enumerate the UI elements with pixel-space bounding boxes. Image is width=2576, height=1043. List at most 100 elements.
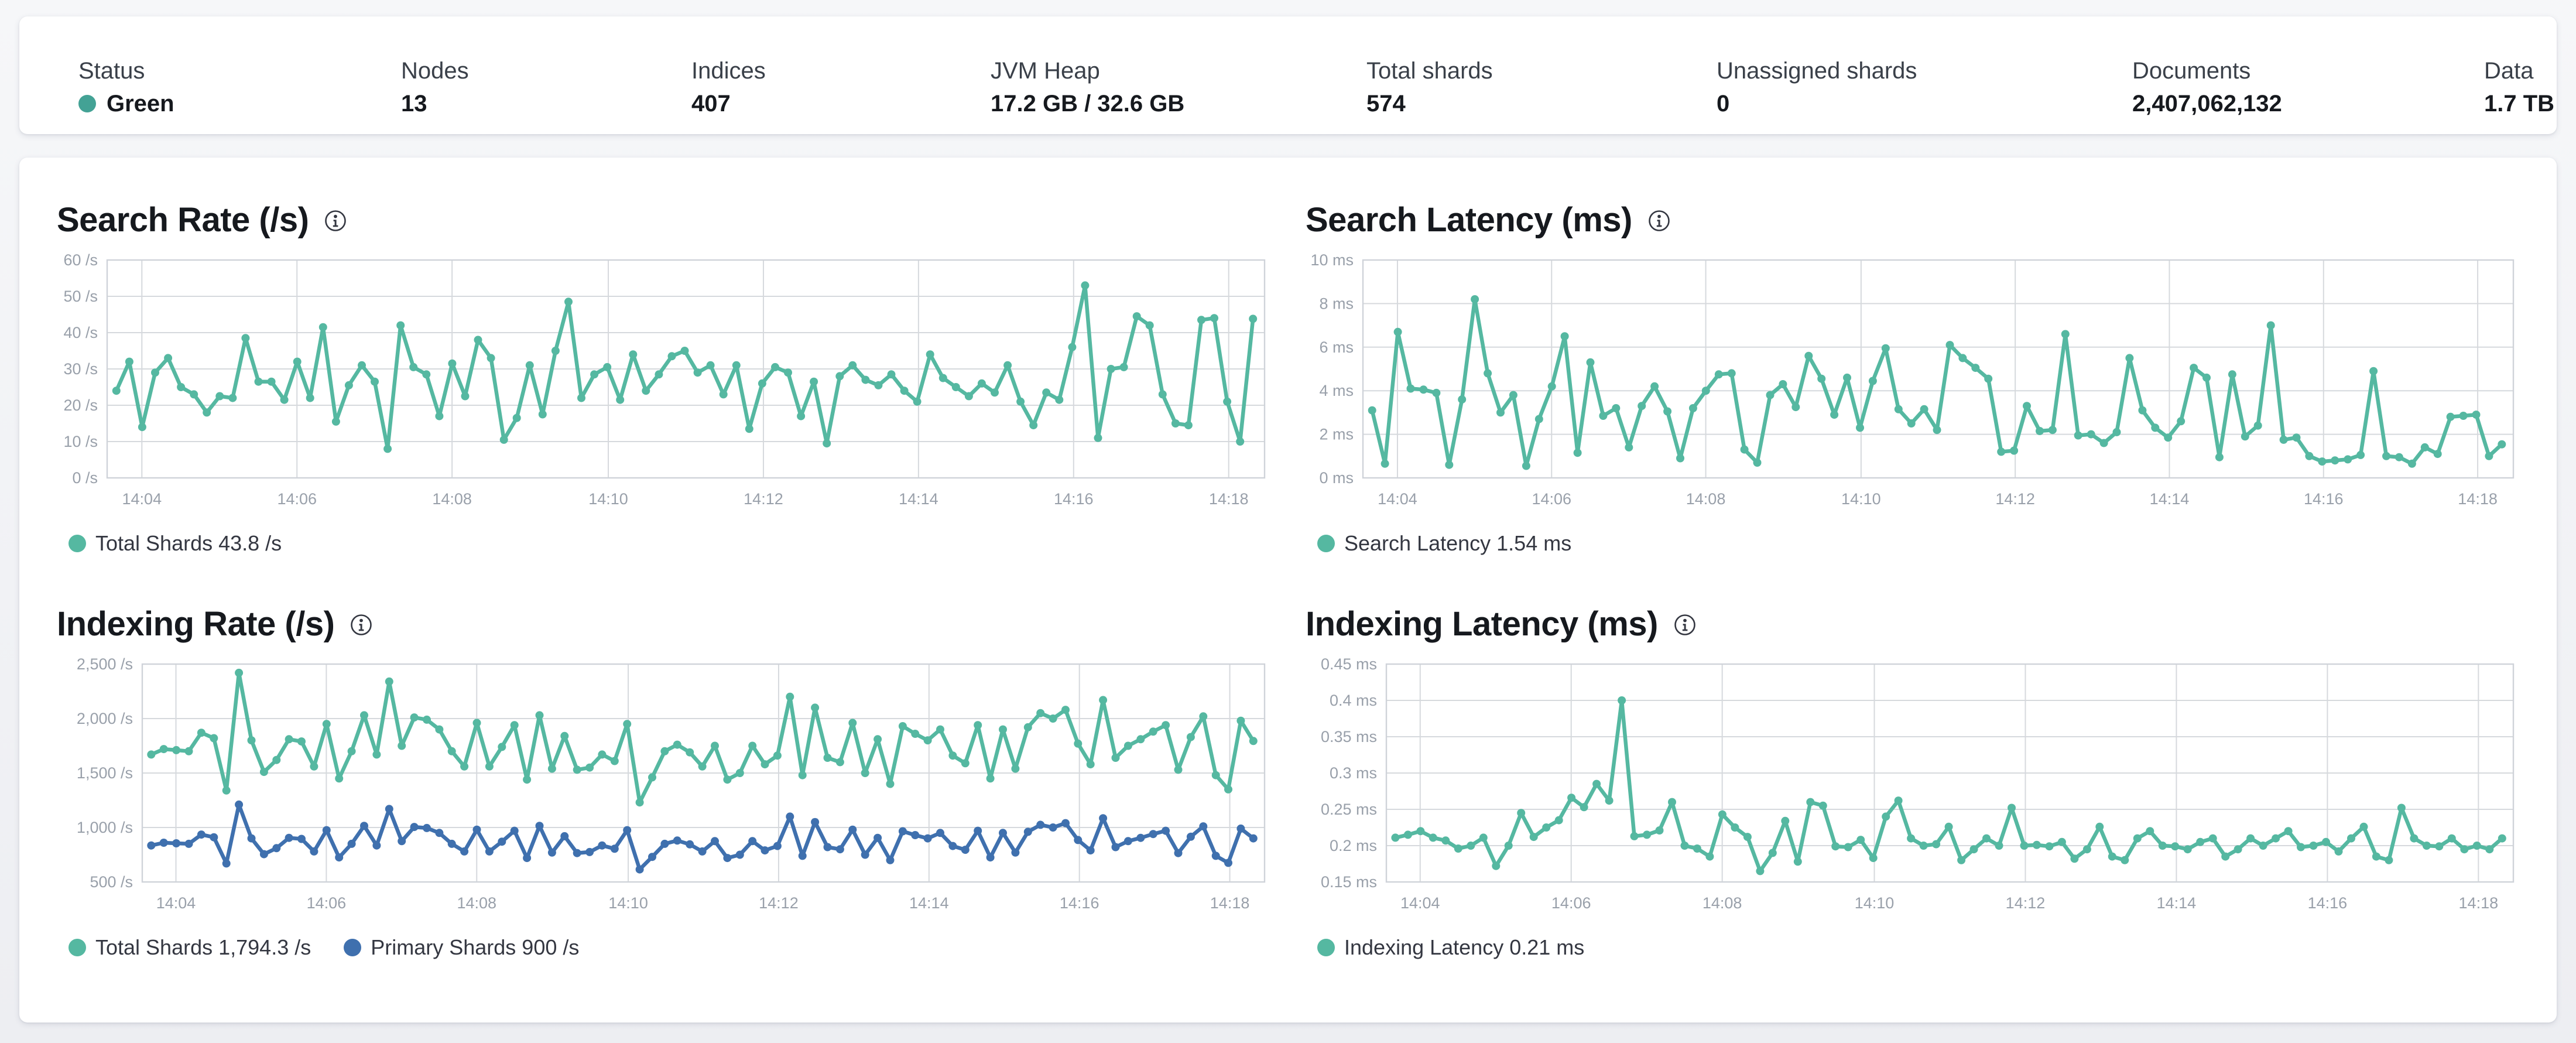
svg-text:60 /s: 60 /s <box>63 251 98 269</box>
svg-text:8 ms: 8 ms <box>1319 295 1354 312</box>
cluster-overview-card: Status Green Nodes 13 Indices 407 JVM He… <box>19 16 2557 134</box>
indexing-rate-chart-canvas[interactable]: 2,500 /s 2,000 /s 1,500 /s 1,000 /s 500 /s 14… <box>57 651 1270 926</box>
metric-documents-value: 2,407,062,132 <box>2132 91 2282 117</box>
metric-status: Status Green <box>78 57 174 118</box>
svg-text:14:06: 14:06 <box>277 490 317 508</box>
chart-search-rate-title: Search Rate (/s) <box>57 200 309 239</box>
svg-text:14:16: 14:16 <box>1060 894 1099 912</box>
svg-text:14:06: 14:06 <box>1551 894 1591 912</box>
charts-grid: Search Rate (/s) 60 /s 50 /s 40 /s 30 /s 20 … <box>57 201 2519 960</box>
svg-text:0.4 ms: 0.4 ms <box>1330 692 1377 709</box>
svg-text:2,000 /s: 2,000 /s <box>77 710 133 727</box>
svg-text:14:08: 14:08 <box>1703 894 1742 912</box>
info-icon[interactable] <box>1647 209 1671 232</box>
svg-text:14:04: 14:04 <box>1378 490 1417 508</box>
svg-text:6 ms: 6 ms <box>1319 338 1354 356</box>
chart-indexing-rate: Indexing Rate (/s) 2,500 /s 2,000 /s 1,500… <box>57 605 1270 960</box>
svg-text:0.45 ms: 0.45 ms <box>1321 655 1377 673</box>
health-status-dot-icon <box>78 95 96 112</box>
legend-item: Primary Shards 900 /s <box>344 935 579 960</box>
chart-search-latency-title: Search Latency (ms) <box>1306 200 1632 239</box>
legend-label: Search Latency 1.54 ms <box>1344 531 1572 555</box>
svg-text:14:16: 14:16 <box>2304 490 2344 508</box>
legend-label: Total Shards 1,794.3 /s <box>95 935 311 959</box>
metrics-charts-card: Search Rate (/s) 60 /s 50 /s 40 /s 30 /s 20 … <box>19 158 2557 1023</box>
svg-text:50 /s: 50 /s <box>63 288 98 305</box>
metric-indices: Indices 407 <box>691 57 766 118</box>
chart-indexing-latency: Indexing Latency (ms) 0.45 ms 0.4 ms 0.35 … <box>1306 605 2519 960</box>
svg-text:14:04: 14:04 <box>156 894 196 912</box>
info-icon[interactable] <box>350 613 373 637</box>
metric-indices-value: 407 <box>691 91 731 117</box>
svg-text:0.35 ms: 0.35 ms <box>1321 728 1377 746</box>
legend-dot-icon <box>68 535 86 552</box>
svg-text:0.25 ms: 0.25 ms <box>1321 801 1377 818</box>
metric-total-shards-value: 574 <box>1366 91 1406 117</box>
svg-text:0.3 ms: 0.3 ms <box>1330 764 1377 782</box>
legend-item: Search Latency 1.54 ms <box>1317 531 1571 556</box>
svg-text:0 ms: 0 ms <box>1319 469 1354 487</box>
legend-dot-icon <box>344 939 362 956</box>
legend-dot-icon <box>68 939 86 956</box>
svg-text:10 /s: 10 /s <box>63 433 98 450</box>
metric-nodes-label: Nodes <box>401 58 469 84</box>
svg-text:14:04: 14:04 <box>122 490 162 508</box>
svg-text:14:16: 14:16 <box>2308 894 2348 912</box>
metric-jvm-heap-label: JVM Heap <box>991 58 1100 84</box>
svg-text:14:12: 14:12 <box>744 490 783 508</box>
svg-text:2 ms: 2 ms <box>1319 426 1354 443</box>
svg-text:0.2 ms: 0.2 ms <box>1330 837 1377 854</box>
svg-text:1,500 /s: 1,500 /s <box>77 764 133 782</box>
svg-text:14:10: 14:10 <box>588 490 628 508</box>
svg-text:20 /s: 20 /s <box>63 396 98 414</box>
legend-label: Primary Shards 900 /s <box>371 935 580 959</box>
search-rate-chart-canvas[interactable]: 60 /s 50 /s 40 /s 30 /s 20 /s 10 /s 0 /s 14:04 1… <box>57 247 1270 522</box>
svg-text:14:14: 14:14 <box>2157 894 2197 912</box>
search-latency-chart-canvas[interactable]: 10 ms 8 ms 6 ms 4 ms 2 ms 0 ms 14:04 14:06 14:08… <box>1306 247 2519 522</box>
svg-text:14:18: 14:18 <box>1210 894 1250 912</box>
chart-indexing-latency-title-row: Indexing Latency (ms) <box>1306 604 2519 643</box>
legend-dot-icon <box>1317 939 1335 956</box>
metric-total-shards-label: Total shards <box>1366 58 1493 84</box>
metric-status-text: Green <box>107 91 174 117</box>
svg-text:14:10: 14:10 <box>608 894 648 912</box>
svg-text:14:04: 14:04 <box>1400 894 1440 912</box>
svg-text:14:08: 14:08 <box>1686 490 1726 508</box>
svg-text:14:10: 14:10 <box>1841 490 1881 508</box>
metric-status-label: Status <box>78 58 145 84</box>
metric-indices-label: Indices <box>691 58 766 84</box>
chart-indexing-rate-title: Indexing Rate (/s) <box>57 604 335 643</box>
svg-text:14:06: 14:06 <box>307 894 347 912</box>
legend-label: Total Shards 43.8 /s <box>95 531 282 555</box>
metric-unassigned-shards-label: Unassigned shards <box>1717 58 1917 84</box>
svg-text:14:18: 14:18 <box>2458 490 2498 508</box>
indexing-latency-chart-canvas[interactable]: 0.45 ms 0.4 ms 0.35 ms 0.3 ms 0.25 ms 0.2 ms 0… <box>1306 651 2519 926</box>
chart-search-rate-title-row: Search Rate (/s) <box>57 200 1270 239</box>
info-icon[interactable] <box>1673 613 1697 637</box>
svg-text:14:12: 14:12 <box>2006 894 2046 912</box>
svg-text:30 /s: 30 /s <box>63 360 98 378</box>
legend-label: Indexing Latency 0.21 ms <box>1344 935 1585 959</box>
svg-text:14:06: 14:06 <box>1532 490 1571 508</box>
metric-unassigned-shards-value: 0 <box>1717 91 1730 117</box>
metric-data-value: 1.7 TB <box>2484 91 2555 117</box>
metric-status-value: Green <box>78 89 174 118</box>
metric-total-shards: Total shards 574 <box>1366 57 1493 118</box>
indexing-rate-legend: Total Shards 1,794.3 /s Primary Shards 9… <box>68 935 1270 960</box>
metric-nodes-value: 13 <box>401 91 427 117</box>
metric-nodes: Nodes 13 <box>401 57 469 118</box>
chart-indexing-latency-title: Indexing Latency (ms) <box>1306 604 1658 643</box>
metric-jvm-heap: JVM Heap 17.2 GB / 32.6 GB <box>991 57 1184 118</box>
search-latency-legend: Search Latency 1.54 ms <box>1317 531 2519 556</box>
svg-text:2,500 /s: 2,500 /s <box>77 655 133 673</box>
metric-jvm-heap-value: 17.2 GB / 32.6 GB <box>991 91 1185 117</box>
svg-text:14:16: 14:16 <box>1054 490 1094 508</box>
svg-text:0 /s: 0 /s <box>72 469 98 487</box>
info-icon[interactable] <box>324 209 347 232</box>
svg-text:0.15 ms: 0.15 ms <box>1321 873 1377 891</box>
svg-text:14:14: 14:14 <box>909 894 949 912</box>
svg-text:14:12: 14:12 <box>759 894 799 912</box>
chart-search-latency-title-row: Search Latency (ms) <box>1306 200 2519 239</box>
metric-data-label: Data <box>2484 58 2534 84</box>
chart-search-rate: Search Rate (/s) 60 /s 50 /s 40 /s 30 /s 20 … <box>57 201 1270 556</box>
